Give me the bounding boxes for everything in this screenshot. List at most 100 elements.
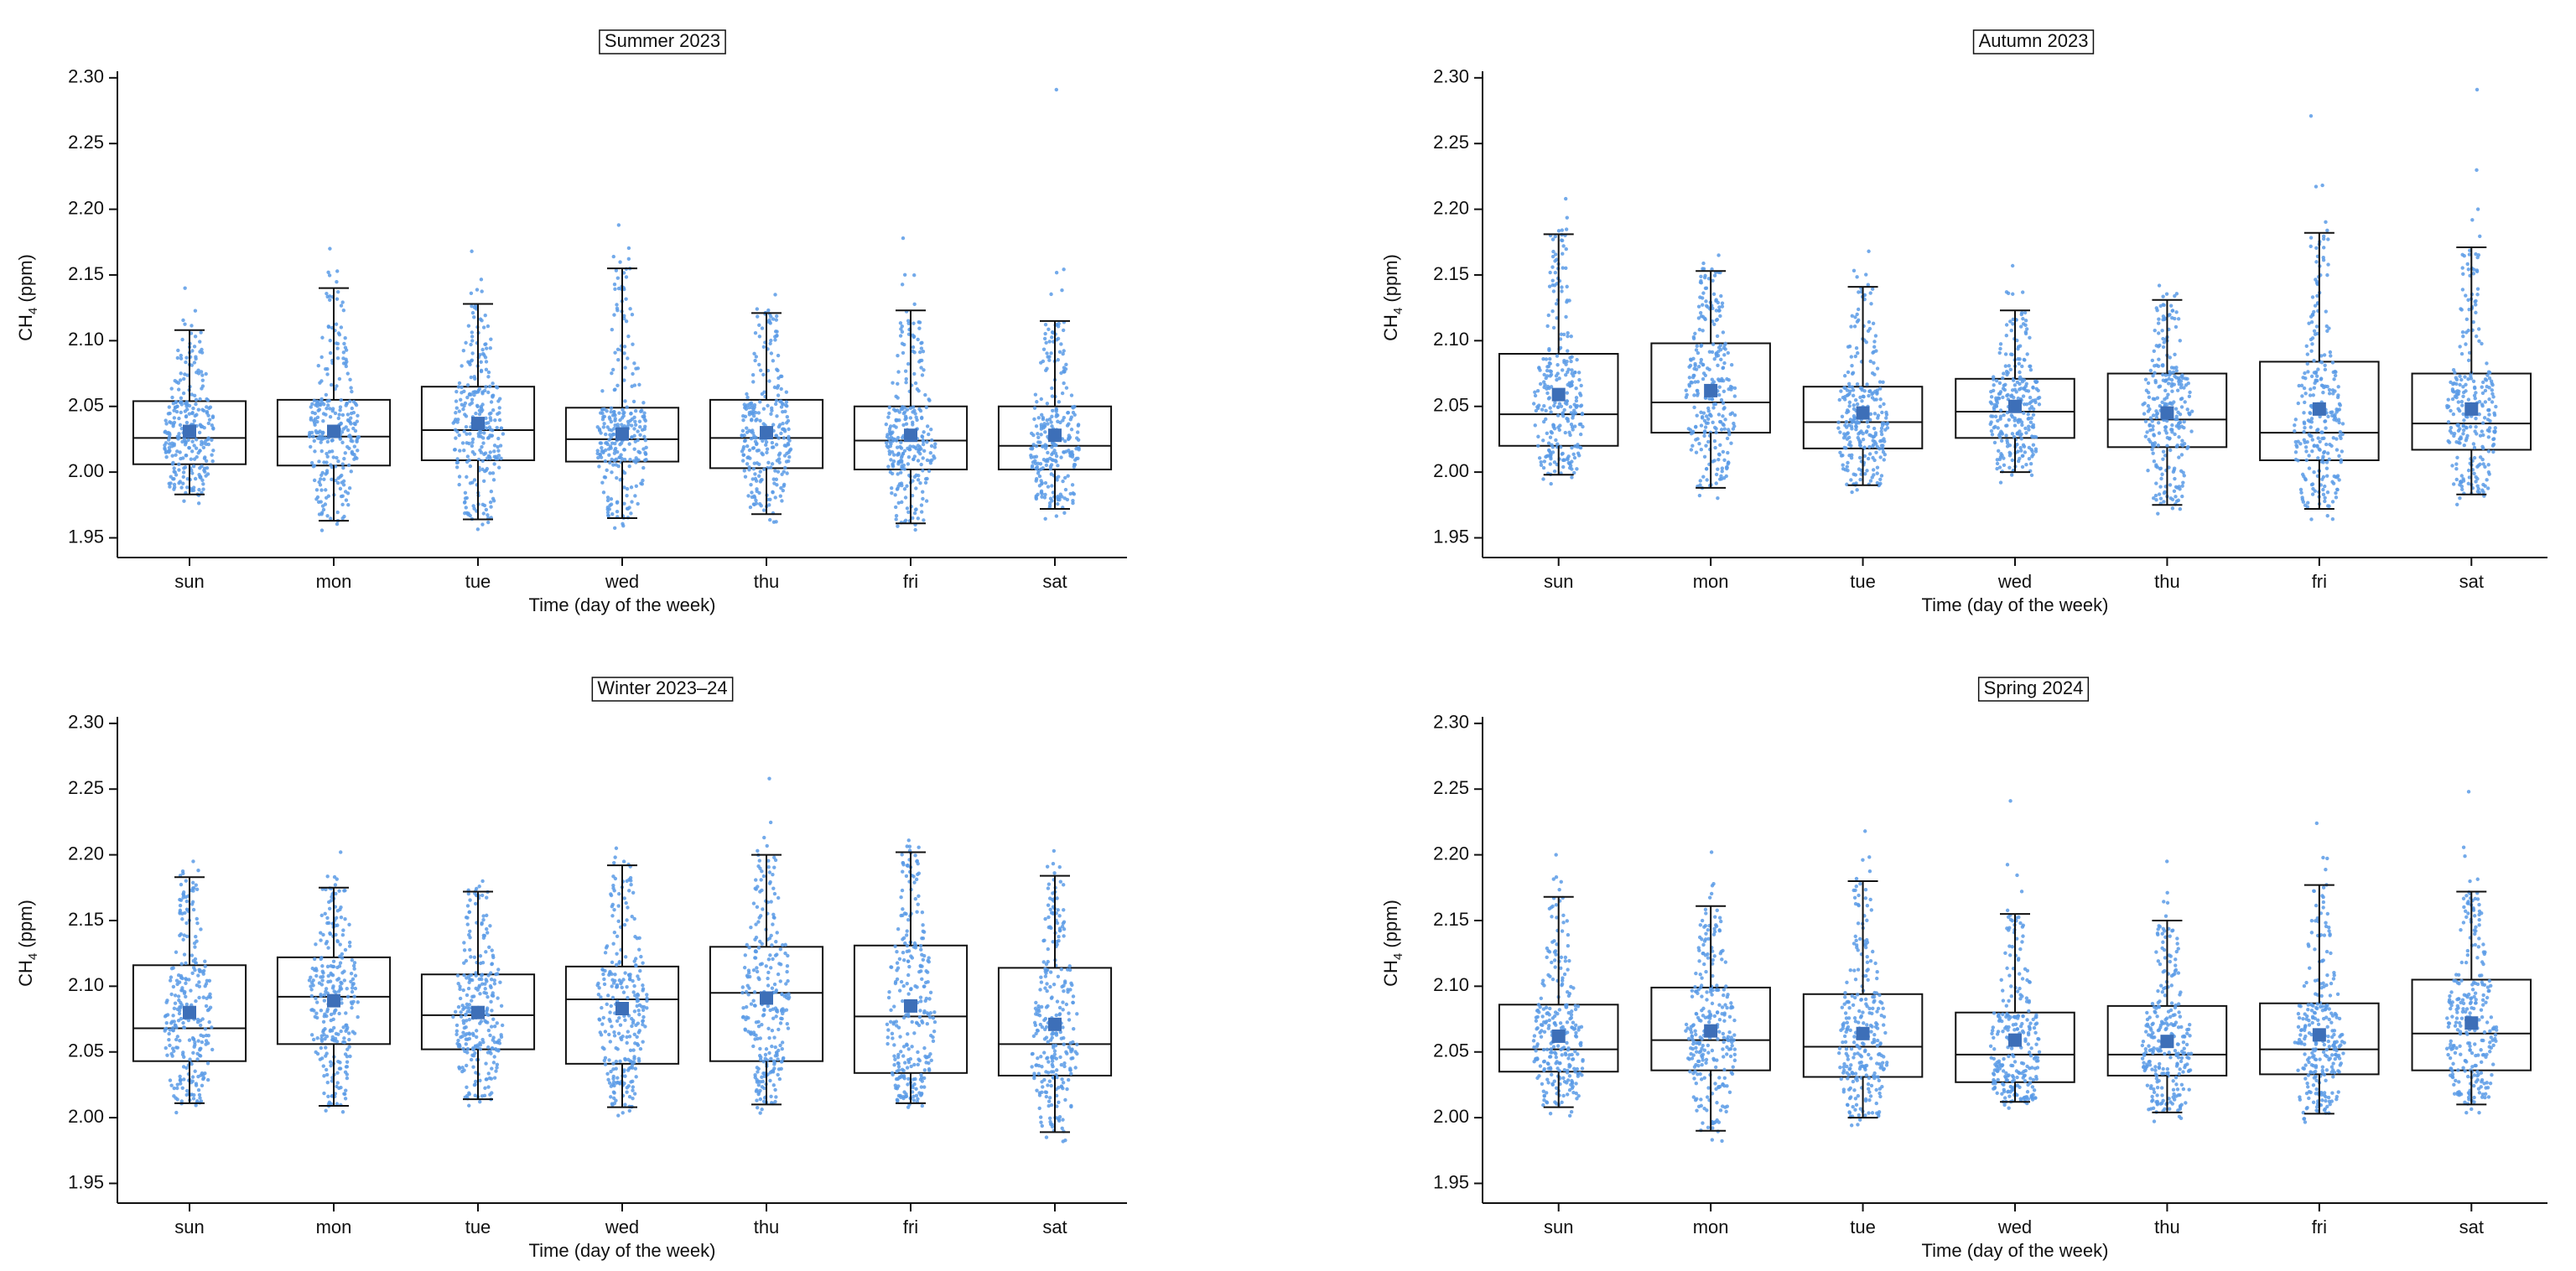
data-point — [895, 445, 900, 449]
mean-marker — [471, 1005, 485, 1019]
data-point — [462, 429, 466, 433]
data-point — [320, 470, 325, 475]
data-point — [337, 1011, 341, 1016]
data-point — [331, 984, 335, 988]
mean-marker — [1048, 428, 1062, 443]
data-point — [889, 435, 894, 439]
data-point — [2174, 310, 2179, 314]
data-point — [2482, 416, 2487, 420]
data-point — [1544, 376, 1548, 381]
data-point — [1686, 427, 1691, 431]
data-point — [319, 1056, 325, 1061]
data-point — [461, 348, 466, 353]
data-point — [329, 963, 333, 968]
data-point — [1549, 385, 1554, 389]
data-point — [1555, 354, 1560, 358]
data-point — [2160, 472, 2164, 476]
data-point — [2303, 371, 2307, 376]
data-point — [349, 422, 353, 426]
data-point — [184, 355, 189, 360]
data-point — [200, 407, 205, 412]
data-point — [610, 441, 615, 445]
data-point — [644, 458, 648, 462]
data-point — [470, 310, 475, 315]
data-point — [603, 475, 608, 480]
data-point — [191, 1037, 196, 1041]
data-point — [2163, 425, 2168, 429]
data-point — [458, 987, 462, 992]
data-point — [342, 1036, 346, 1040]
data-point — [1040, 495, 1044, 499]
data-point — [757, 362, 761, 367]
data-point — [607, 438, 611, 442]
data-point — [319, 477, 323, 481]
data-point — [207, 418, 212, 422]
data-point — [2170, 497, 2175, 502]
data-point — [774, 433, 778, 438]
data-point — [176, 387, 181, 392]
data-point — [906, 446, 910, 451]
data-point — [2144, 388, 2149, 392]
data-point — [611, 1061, 615, 1066]
data-point — [2459, 480, 2463, 484]
data-point — [2478, 433, 2483, 438]
data-point — [199, 475, 203, 480]
data-point — [190, 468, 194, 473]
data-point — [612, 282, 617, 287]
data-point — [2164, 292, 2169, 296]
data-point — [750, 490, 754, 495]
data-point — [2180, 484, 2184, 488]
data-point — [480, 961, 486, 965]
data-point — [1696, 380, 1701, 384]
data-point — [164, 441, 169, 445]
data-point — [491, 381, 495, 386]
data-point — [1849, 355, 1854, 359]
data-point — [1072, 463, 1078, 467]
data-point — [454, 1029, 460, 1033]
data-point — [2327, 392, 2332, 396]
data-point — [1548, 356, 1552, 361]
data-point — [630, 313, 635, 317]
data-point — [344, 498, 349, 502]
data-point — [785, 471, 789, 475]
data-point — [336, 977, 341, 981]
data-point — [2304, 449, 2309, 454]
data-point — [2475, 168, 2479, 173]
data-point — [206, 436, 210, 440]
data-point — [610, 428, 614, 433]
data-point — [168, 485, 172, 489]
data-point — [2304, 344, 2309, 348]
data-point — [329, 382, 334, 387]
data-point — [787, 459, 791, 464]
data-point — [747, 448, 752, 453]
data-point — [766, 308, 771, 313]
data-point — [747, 412, 752, 417]
data-point — [1867, 389, 1872, 393]
data-point — [320, 964, 325, 968]
data-point — [174, 1096, 178, 1100]
data-point — [921, 496, 925, 501]
data-point — [1856, 350, 1860, 355]
data-point — [1852, 407, 1857, 411]
data-point — [2475, 87, 2480, 92]
data-point — [2487, 429, 2491, 433]
data-point — [2303, 392, 2308, 396]
data-point — [495, 1062, 500, 1067]
data-point — [2012, 423, 2018, 428]
data-point — [174, 950, 179, 954]
data-point — [1702, 433, 1706, 438]
data-point — [639, 481, 643, 485]
data-point — [761, 372, 766, 377]
data-point — [479, 406, 484, 411]
data-point — [320, 969, 325, 973]
data-point — [338, 405, 343, 409]
data-point — [637, 1012, 641, 1017]
data-point — [1867, 393, 1871, 398]
data-point — [1696, 316, 1701, 320]
data-point — [1998, 408, 2003, 412]
data-point — [1045, 402, 1050, 406]
data-point — [1858, 444, 1862, 448]
data-point — [1872, 473, 1876, 477]
data-point — [351, 399, 356, 404]
data-point — [327, 906, 332, 910]
